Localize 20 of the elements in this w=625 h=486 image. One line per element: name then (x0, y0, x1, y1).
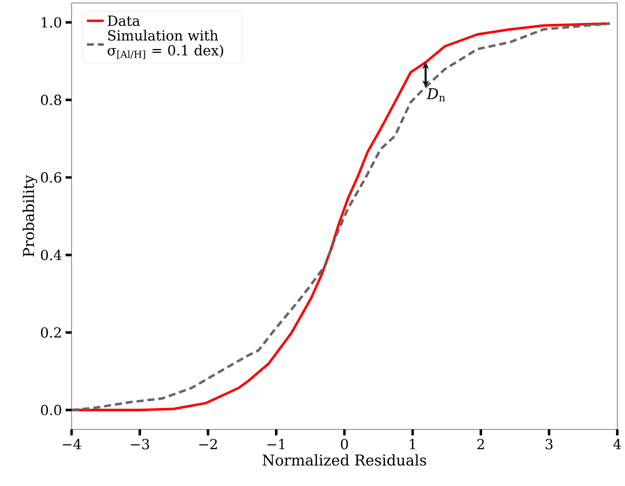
legend-label: Simulation with σ$_{[Al/H]}$ = 0.1 dex) (108, 30, 224, 60)
annotation: D$_{n}$ (426, 88, 446, 102)
x-tick-label: 0 (340, 438, 348, 450)
y-tick-label: 0.4 (40, 250, 62, 260)
x-axis-title: Normalized Residuals (262, 454, 426, 466)
x-tick-label: 3 (546, 438, 552, 450)
y-tick-label: 0.0 (40, 404, 62, 416)
x-tick-label: −3 (131, 438, 149, 450)
x-tick-label: −4 (62, 438, 82, 450)
legend-label: Data (108, 16, 140, 26)
x-tick-label: 2 (477, 438, 484, 450)
y-tick-label: 1.0 (42, 17, 62, 28)
y-tick-label: 0.8 (40, 94, 62, 106)
x-tick-label: 1 (410, 438, 416, 450)
x-tick-label: −1 (267, 438, 284, 450)
y-tick-label: 0.2 (40, 327, 61, 338)
x-tick-label: −2 (199, 438, 217, 450)
x-tick-label: 4 (613, 438, 622, 450)
y-tick-label: 0.6 (40, 172, 62, 183)
y-axis-title: Probability (22, 174, 38, 257)
